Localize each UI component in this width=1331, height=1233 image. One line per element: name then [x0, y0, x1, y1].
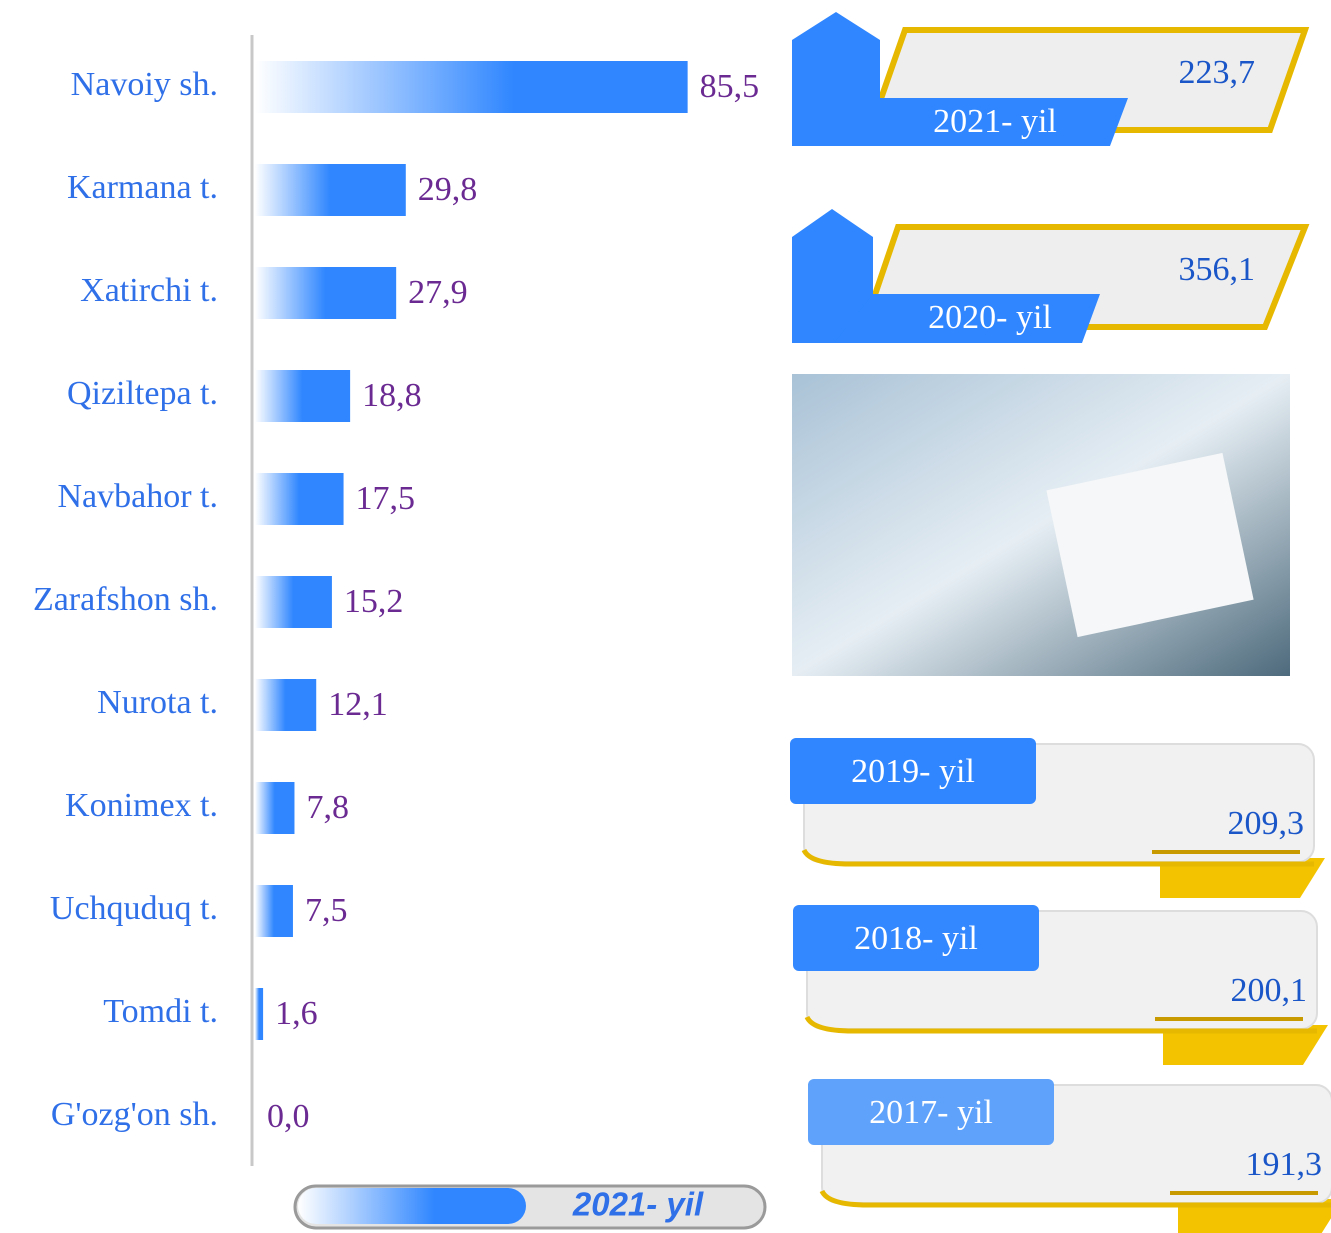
category-label: Xatirchi t.	[80, 272, 218, 309]
card-tab	[793, 905, 1039, 971]
card-value: 356,1	[1179, 251, 1256, 288]
category-label: Konimex t.	[65, 787, 218, 824]
value-label: 15,2	[344, 583, 404, 620]
card-label: 2017- yil	[869, 1094, 993, 1131]
bar	[255, 679, 317, 731]
card-underline	[801, 848, 1314, 867]
category-label: Qiziltepa t.	[67, 375, 218, 412]
value-label: 27,9	[408, 274, 468, 311]
card-label: 2018- yil	[854, 920, 978, 957]
card-label: 2019- yil	[851, 753, 975, 790]
value-label: 7,5	[305, 892, 348, 929]
bar	[255, 61, 688, 113]
bar	[255, 164, 406, 216]
category-label: Navoiy sh.	[71, 66, 218, 103]
legend-label: 2021- yil	[572, 1186, 704, 1223]
card-ribbon	[1163, 1025, 1328, 1065]
card-value: 200,1	[1231, 972, 1308, 1009]
value-label: 18,8	[362, 377, 422, 414]
value-label: 85,5	[700, 68, 760, 105]
card-badge	[792, 209, 873, 343]
value-label: 12,1	[328, 686, 388, 723]
card-label: 2021- yil	[933, 103, 1057, 140]
card-value: 223,7	[1179, 54, 1256, 91]
card-underline	[819, 1189, 1331, 1208]
bar	[255, 782, 295, 834]
category-label: Navbahor t.	[57, 478, 218, 515]
photo-paper	[1046, 452, 1254, 638]
category-label: Zarafshon sh.	[33, 581, 218, 618]
bar	[255, 473, 344, 525]
card-tab	[790, 738, 1036, 804]
card-tab	[840, 98, 1128, 146]
card-underline	[804, 1015, 1317, 1034]
value-label: 0,0	[267, 1098, 310, 1135]
card-badge	[792, 12, 880, 146]
legend-swatch	[298, 1188, 526, 1224]
bar	[255, 370, 351, 422]
category-label: Karmana t.	[67, 169, 218, 206]
card-value: 209,3	[1228, 805, 1305, 842]
card-tab	[808, 1079, 1054, 1145]
category-label: G'ozg'on sh.	[51, 1096, 218, 1133]
value-label: 1,6	[275, 995, 318, 1032]
card-value: 191,3	[1246, 1146, 1323, 1183]
category-label: Tomdi t.	[103, 993, 218, 1030]
bar	[255, 267, 397, 319]
category-label: Uchquduq t.	[50, 890, 218, 927]
category-label: Nurota t.	[97, 684, 218, 721]
value-label: 17,5	[356, 480, 416, 517]
card-tab	[834, 294, 1100, 343]
bar	[255, 576, 332, 628]
card-label: 2020- yil	[928, 299, 1052, 336]
card-ribbon	[1160, 858, 1325, 898]
bar	[255, 885, 293, 937]
value-label: 29,8	[418, 171, 478, 208]
bar	[255, 988, 264, 1040]
value-label: 7,8	[306, 789, 349, 826]
